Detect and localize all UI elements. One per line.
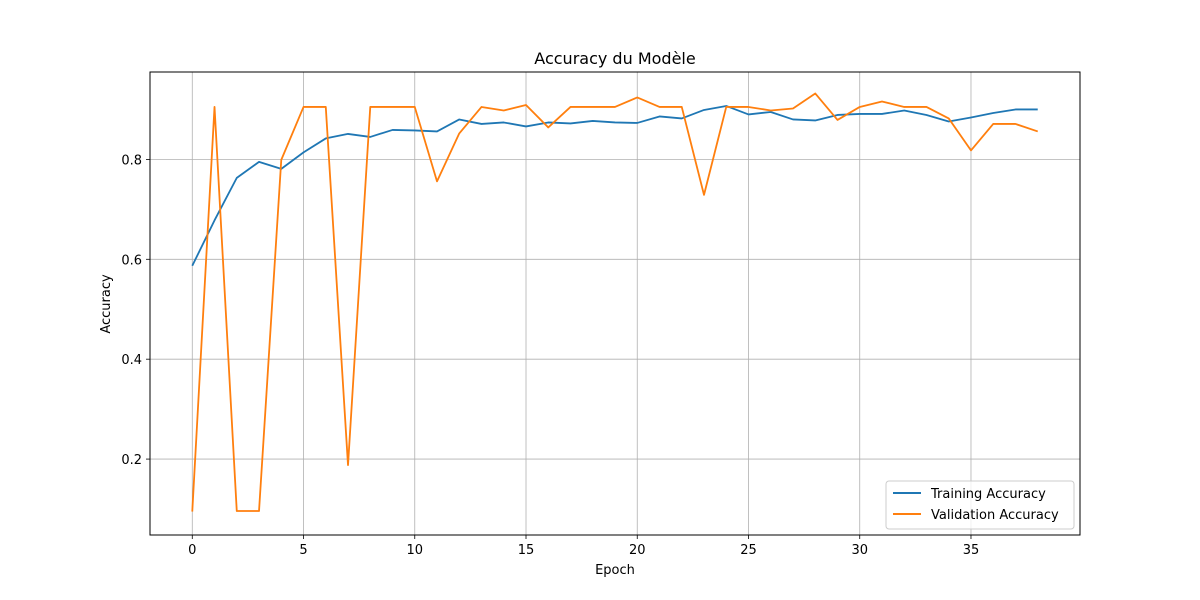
legend: Training Accuracy Validation Accuracy	[885, 480, 1075, 530]
y-tick-label: 0.2	[121, 453, 142, 468]
chart-title: Accuracy du Modèle	[534, 49, 695, 68]
x-tick-label: 10	[406, 543, 423, 558]
x-tick-label: 15	[518, 543, 535, 558]
x-tick-label: 0	[188, 543, 196, 558]
legend-label-validation: Validation Accuracy	[931, 508, 1059, 523]
legend-box	[885, 480, 1075, 530]
plot-frame	[149, 71, 1081, 536]
y-tick-label: 0.4	[121, 353, 142, 368]
legend-label-training: Training Accuracy	[930, 487, 1046, 502]
x-tick-label: 35	[963, 543, 980, 558]
x-tick-label: 30	[851, 543, 868, 558]
series-lines	[191, 92, 1039, 512]
y-axis-title: Accuracy	[99, 274, 114, 334]
ticks: 0 5 10 15 20 25 30 35 0.2 0.4 0.6 0.8	[121, 153, 979, 558]
x-tick-label: 5	[299, 543, 307, 558]
y-tick-label: 0.6	[121, 253, 142, 268]
x-tick-label: 20	[629, 543, 646, 558]
series-line-training	[191, 105, 1038, 267]
y-tick-label: 0.8	[121, 153, 142, 168]
x-axis-title: Epoch	[595, 563, 635, 578]
series-line-validation	[191, 92, 1039, 512]
x-tick-label: 25	[740, 543, 757, 558]
